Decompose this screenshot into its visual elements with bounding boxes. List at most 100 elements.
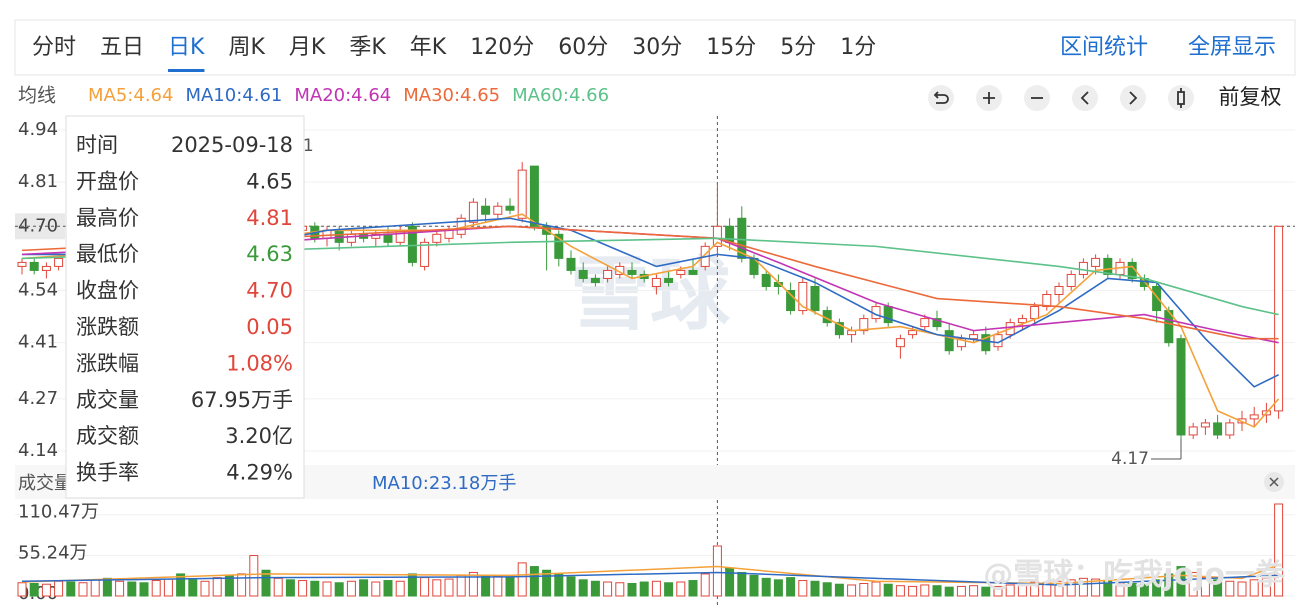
tooltip-value: 4.70 (246, 279, 293, 303)
candle-body (29, 261, 39, 271)
tab[interactable]: 1分 (840, 35, 876, 60)
candle-body (688, 269, 698, 275)
candle-btn[interactable] (1168, 85, 1194, 111)
volume-bar (1188, 571, 1198, 597)
candle-body (810, 285, 820, 312)
ma-legend: MA60:4.66 (512, 85, 609, 106)
volume-bar (346, 580, 356, 597)
candle-body (944, 330, 954, 352)
candle-body (1249, 414, 1259, 420)
ma-legend: MA30:4.65 (403, 85, 500, 106)
volume-bar (956, 585, 966, 597)
volume-bar (1091, 578, 1101, 597)
volume-bar (566, 576, 576, 597)
volume-bar (249, 555, 259, 597)
candle-body (627, 269, 637, 275)
volume-bar (1127, 582, 1137, 597)
candle-body (383, 233, 393, 243)
toolbar-icons (933, 88, 1185, 108)
range-stats[interactable]: 区间统计 (1060, 35, 1148, 60)
volume-bar (456, 574, 466, 597)
candle-body (468, 201, 478, 223)
candle-body (761, 273, 771, 287)
candle-body (920, 318, 930, 328)
volume-ma10: MA10:23.18万手 (372, 473, 516, 494)
tooltip-value: 4.63 (246, 242, 293, 266)
volume-bar (151, 580, 161, 597)
candle-body (737, 217, 747, 259)
tab[interactable]: 月K (289, 35, 326, 60)
left-btn[interactable] (1072, 85, 1098, 111)
right-btn[interactable] (1120, 85, 1146, 111)
y-tick-label: 110.47万 (18, 502, 99, 523)
tooltip-label: 最低价 (76, 242, 139, 266)
volume-bar (359, 579, 369, 597)
volume-bar (383, 580, 393, 597)
y-tick-label: 4.70 (18, 215, 58, 236)
volume-bar (993, 585, 1003, 597)
tab[interactable]: 日K (168, 35, 205, 60)
candle-body (603, 269, 613, 279)
tab[interactable]: 15分 (706, 35, 756, 60)
volume-bar (127, 581, 137, 597)
adjust-mode[interactable]: 前复权 (1219, 85, 1282, 109)
volume-bar (188, 579, 198, 597)
candle-body (1054, 285, 1064, 296)
tab[interactable]: 年K (410, 35, 447, 60)
tooltip-value: 0.05 (246, 315, 293, 339)
tab[interactable]: 分时 (32, 35, 76, 60)
candle-body (969, 334, 979, 340)
volume-bar (627, 582, 637, 597)
reset-btn[interactable] (928, 85, 954, 111)
volume-bar (371, 581, 381, 597)
volume-bar (603, 581, 613, 597)
candle-body (578, 269, 588, 279)
candle-body (554, 233, 564, 259)
tooltip-value: 4.81 (246, 206, 293, 230)
y-tick-label: 4.94 (18, 119, 58, 140)
candle-body (1200, 422, 1210, 428)
candle-body (505, 205, 515, 211)
volume-bar (712, 545, 722, 597)
tooltip-value: 2025-09-18 (171, 133, 293, 157)
candle-body (1066, 273, 1076, 287)
candle-body (1213, 422, 1223, 436)
volume-bar (261, 569, 271, 597)
tab[interactable]: 60分 (558, 35, 608, 60)
candle-body (334, 229, 344, 243)
volume-bar (334, 582, 344, 597)
volume-bar (395, 580, 405, 597)
volume-bar (1139, 583, 1149, 597)
candle-body (1030, 306, 1040, 320)
tab[interactable]: 五日 (100, 35, 144, 60)
tab[interactable]: 5分 (780, 35, 816, 60)
volume-bar (1261, 577, 1271, 597)
tab[interactable]: 周K (228, 35, 265, 60)
tab[interactable]: 30分 (632, 35, 682, 60)
candle-body (664, 277, 674, 283)
toolbar (928, 85, 1194, 111)
tooltip-label: 成交额 (76, 424, 139, 448)
tab-underline (168, 69, 205, 72)
tab[interactable]: 季K (349, 35, 386, 60)
volume-bar (822, 582, 832, 597)
volume-bar (920, 584, 930, 597)
volume-bar (54, 580, 64, 597)
candle-body (786, 290, 796, 312)
volume-bar (90, 579, 100, 597)
volume-bar (651, 580, 661, 597)
y-tick-label: 4.81 (18, 171, 58, 192)
tab[interactable]: 120分 (470, 35, 534, 60)
volume-bar (688, 580, 698, 597)
volume-bar (932, 585, 942, 597)
volume-ma-line (21, 571, 1279, 586)
volume-bar (871, 581, 881, 597)
candle-body (932, 318, 942, 328)
tooltip-label: 开盘价 (76, 169, 139, 193)
volume-bar (908, 585, 918, 597)
volume-bar (859, 582, 869, 597)
volume-bar (505, 576, 515, 597)
fullscreen[interactable]: 全屏显示 (1188, 35, 1276, 60)
candle-body (908, 330, 918, 336)
candle-body (1103, 257, 1113, 275)
